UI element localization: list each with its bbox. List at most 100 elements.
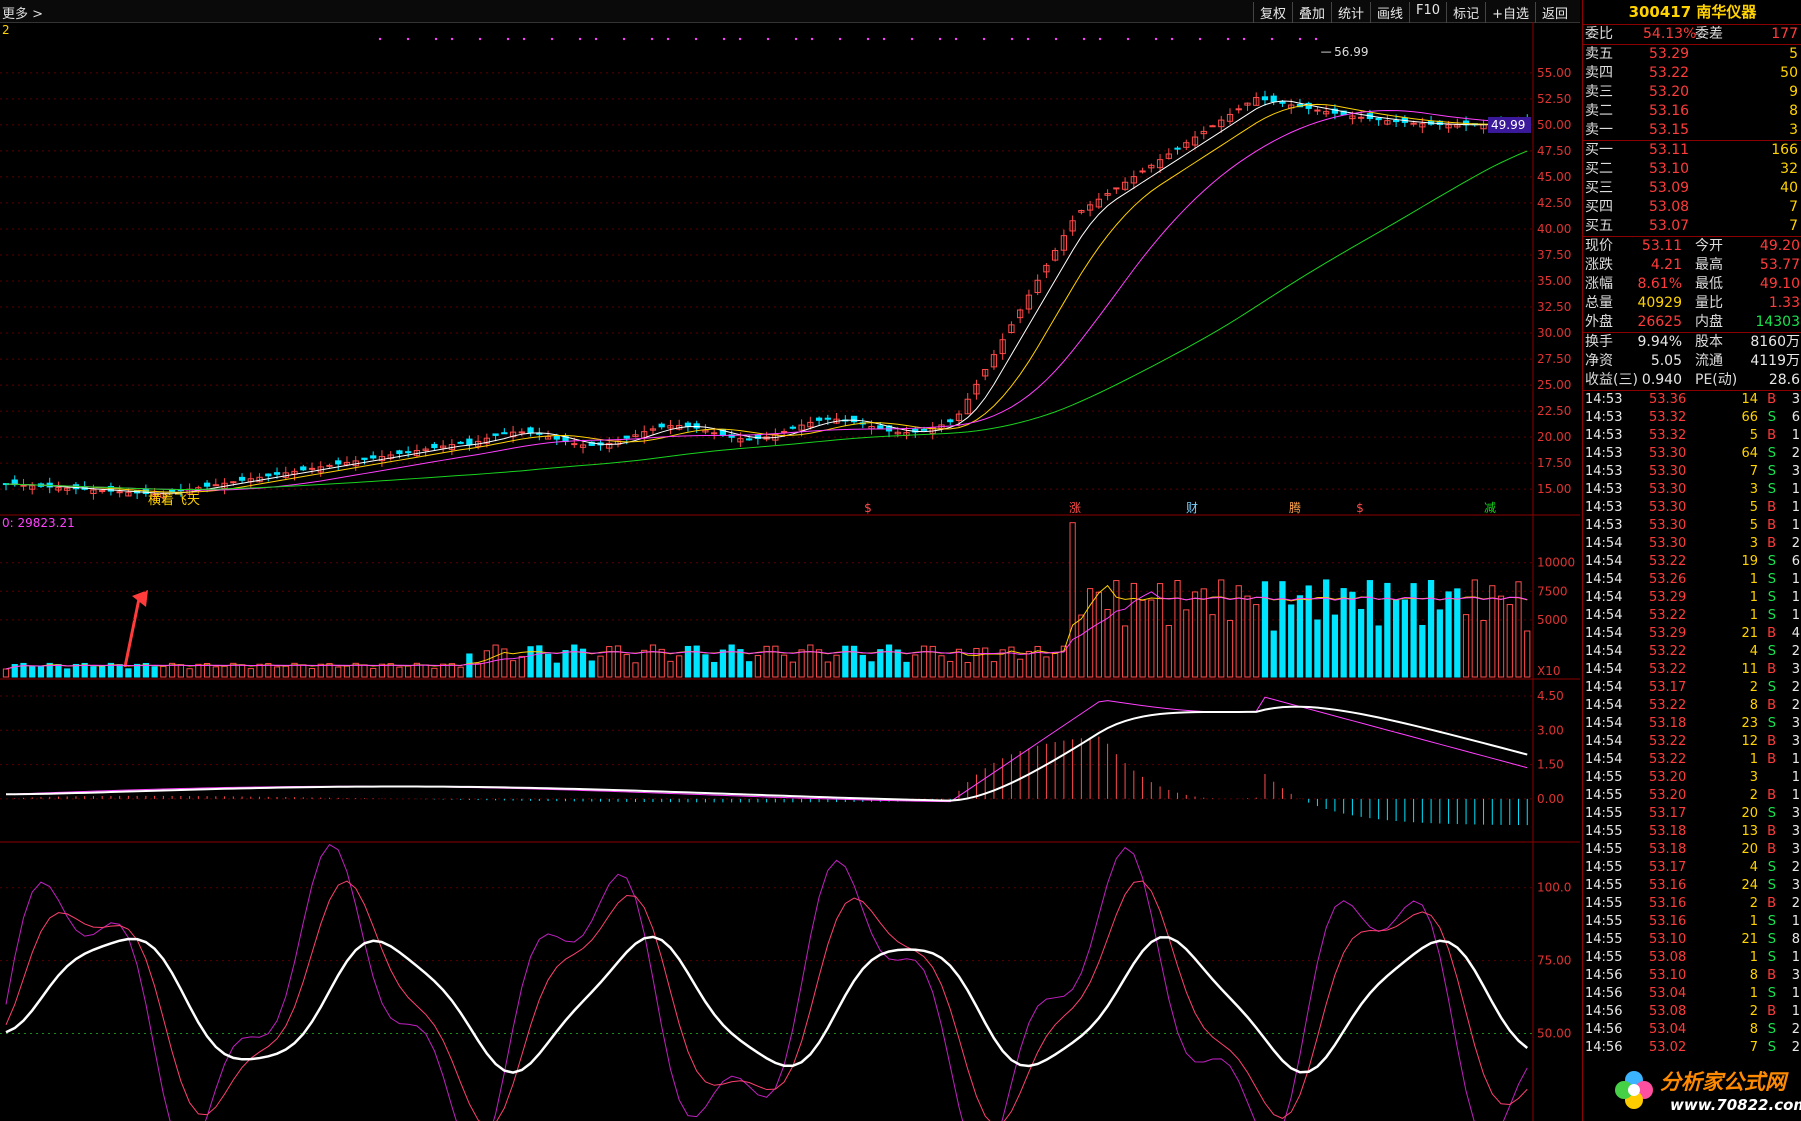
signal-dot bbox=[794, 37, 798, 41]
tick-count: 2 bbox=[1791, 860, 1800, 875]
stat-row: 涨跌 4.21 最高 53.77 bbox=[1583, 256, 1801, 275]
price-tick-label: 40.00 bbox=[1537, 222, 1571, 236]
tick-direction: B bbox=[1767, 788, 1776, 803]
toolbar-button-4[interactable]: F10 bbox=[1409, 2, 1446, 23]
volume-bar bbox=[1366, 580, 1374, 678]
volume-bar bbox=[1305, 585, 1312, 678]
candle-body bbox=[632, 434, 639, 438]
volume-bar bbox=[623, 654, 630, 678]
volume-bar bbox=[728, 644, 735, 678]
tick-direction: S bbox=[1767, 986, 1776, 1001]
tick-volume: 5 bbox=[1749, 518, 1758, 533]
signal-dot bbox=[1198, 37, 1202, 41]
volume-bar bbox=[1410, 583, 1417, 678]
volume-bar bbox=[1375, 625, 1382, 678]
stat-label: 内盘 bbox=[1695, 314, 1723, 330]
watermark-text: 分析家公式网 bbox=[1660, 1070, 1786, 1094]
ask-label: 卖四 bbox=[1585, 65, 1613, 81]
tick-row: 14:56 53.04 8 S 2 bbox=[1583, 1021, 1801, 1039]
tick-price: 53.32 bbox=[1649, 410, 1687, 425]
tick-time: 14:55 bbox=[1585, 842, 1623, 857]
signal-dot bbox=[1026, 37, 1030, 41]
tick-direction: B bbox=[1767, 1004, 1776, 1019]
volume-bar bbox=[1270, 630, 1277, 678]
tick-volume: 14 bbox=[1741, 392, 1758, 407]
tick-count: 1 bbox=[1791, 572, 1800, 587]
more-menu[interactable]: 更多 > bbox=[2, 7, 44, 22]
volume-bar bbox=[1454, 588, 1461, 678]
tick-count: 2 bbox=[1791, 644, 1800, 659]
bid-label: 买一 bbox=[1585, 142, 1613, 158]
volume-bar bbox=[1200, 588, 1207, 678]
volume-bar bbox=[1017, 658, 1024, 678]
tick-count: 3 bbox=[1791, 968, 1800, 983]
candle-body bbox=[1060, 235, 1068, 251]
tick-direction: B bbox=[1767, 842, 1776, 857]
share-value: 4119万 bbox=[1750, 353, 1800, 369]
candle-body bbox=[649, 428, 657, 431]
volume-bar bbox=[833, 654, 840, 678]
toolbar-button-5[interactable]: 标记 bbox=[1446, 2, 1485, 23]
stat-row: 总量 40929 量比 1.33 bbox=[1583, 294, 1801, 313]
candle-body bbox=[1270, 95, 1277, 103]
tick-direction: S bbox=[1767, 554, 1776, 569]
toolbar-button-2[interactable]: 统计 bbox=[1331, 2, 1370, 23]
tick-time: 14:54 bbox=[1585, 572, 1623, 587]
macd-dif-line bbox=[5, 696, 1528, 803]
tick-count: 1 bbox=[1791, 950, 1800, 965]
toolbar-button-3[interactable]: 画线 bbox=[1370, 2, 1409, 23]
signal-dot bbox=[1226, 37, 1230, 41]
volume-bar bbox=[168, 662, 176, 678]
price-tick-label: 35.00 bbox=[1537, 274, 1571, 288]
tick-price: 53.22 bbox=[1649, 698, 1687, 713]
tick-time: 14:53 bbox=[1585, 482, 1623, 497]
candle-body bbox=[308, 467, 316, 470]
toolbar-button-1[interactable]: 叠加 bbox=[1291, 2, 1331, 23]
candle-body bbox=[1261, 96, 1269, 101]
tick-direction: S bbox=[1767, 1040, 1776, 1055]
volume-bar bbox=[562, 650, 569, 678]
signal-dot bbox=[738, 37, 742, 41]
chart-canvas[interactable]: 55.00 52.50 50.00 47.50 45.00 42.50 40.00 37.50… bbox=[0, 22, 1580, 1121]
tick-row: 14:54 53.17 2 S 2 bbox=[1583, 679, 1801, 697]
tick-row: 14:53 53.30 64 S 2 bbox=[1583, 445, 1801, 463]
volume-bar bbox=[518, 655, 525, 678]
tick-volume: 13 bbox=[1741, 824, 1758, 839]
tick-count: 1 bbox=[1791, 518, 1800, 533]
volume-bar bbox=[116, 664, 123, 678]
tick-row: 14:55 53.08 1 S 1 bbox=[1583, 949, 1801, 967]
tick-volume: 7 bbox=[1749, 464, 1758, 479]
annotation-arrowhead bbox=[132, 590, 148, 607]
signal-dot bbox=[1270, 37, 1274, 41]
candle-body bbox=[1078, 210, 1085, 213]
ask-row: 卖四 53.22 50 bbox=[1583, 64, 1801, 83]
volume-bar bbox=[221, 665, 228, 678]
tick-time: 14:54 bbox=[1585, 752, 1623, 767]
tick-list[interactable]: 14:53 53.36 14 B 3 14:53 53.32 66 S 6 14:53 53.32 5 B… bbox=[1583, 391, 1801, 1057]
tick-row: 14:55 53.20 3 1 bbox=[1583, 769, 1801, 787]
candle-body bbox=[702, 429, 709, 433]
candle-body bbox=[151, 493, 158, 497]
bid-volume: 32 bbox=[1780, 161, 1798, 177]
tick-price: 53.30 bbox=[1649, 536, 1687, 551]
tick-volume: 3 bbox=[1749, 770, 1758, 785]
tick-price: 53.18 bbox=[1649, 824, 1687, 839]
candle-body bbox=[920, 428, 928, 431]
candle-body bbox=[571, 443, 578, 446]
tick-direction: B bbox=[1767, 824, 1776, 839]
tick-price: 53.22 bbox=[1649, 662, 1687, 677]
tick-time: 14:55 bbox=[1585, 824, 1623, 839]
toolbar-button-7[interactable]: 返回 bbox=[1534, 2, 1574, 23]
candle-body bbox=[1043, 264, 1050, 273]
volume-bar bbox=[684, 645, 692, 678]
tick-price: 53.30 bbox=[1649, 482, 1687, 497]
volume-bar bbox=[37, 665, 45, 678]
toolbar-button-6[interactable]: +自选 bbox=[1485, 2, 1535, 23]
tick-time: 14:54 bbox=[1585, 644, 1623, 659]
kline-chart-area[interactable]: 55.00 52.50 50.00 47.50 45.00 42.50 40.00 37.50… bbox=[0, 22, 1580, 1121]
price-tick-label: 15.00 bbox=[1537, 482, 1571, 496]
toolbar-button-0[interactable]: 复权 bbox=[1252, 2, 1292, 23]
stat-value: 40929 bbox=[1637, 295, 1682, 311]
tick-count: 2 bbox=[1791, 446, 1800, 461]
volume-bar bbox=[588, 660, 595, 678]
